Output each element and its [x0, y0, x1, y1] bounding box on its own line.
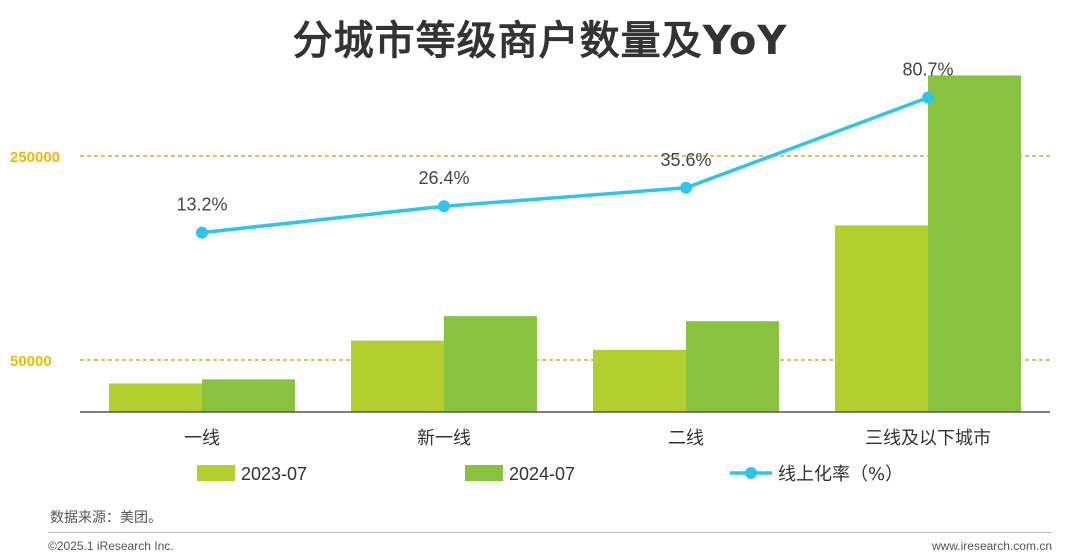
line-point [438, 200, 450, 213]
bar-2024-07-二线 [686, 321, 779, 412]
x-tick-label: 三线及以下城市 [865, 428, 991, 449]
legend-label: 2023-07 [241, 464, 307, 484]
x-tick-label: 二线 [668, 428, 704, 449]
website-url: www.iresearch.com.cn [931, 539, 1052, 553]
reference-label-50000: 50000 [10, 353, 52, 370]
line-data-label: 13.2% [176, 195, 227, 215]
legend-swatch-2024-07 [465, 465, 503, 481]
legend-swatch-2023-07 [197, 465, 235, 481]
bar-2024-07-新一线 [444, 316, 537, 412]
legend-label: 线上化率（%） [778, 464, 903, 485]
legend-label: 2024-07 [509, 464, 575, 484]
x-tick-label: 一线 [184, 428, 220, 449]
reference-label-250000: 250000 [10, 149, 60, 166]
copyright-text: ©2025.1 iResearch Inc. [48, 539, 174, 553]
footer-divider [48, 532, 1052, 533]
line-point [922, 91, 934, 104]
line-point [680, 181, 692, 194]
bar-2024-07-三线及以下城市 [928, 75, 1021, 413]
x-tick-label: 新一线 [417, 428, 471, 449]
bar-2023-07-二线 [593, 349, 686, 412]
data-source-note: 数据来源：美团。 [50, 510, 162, 526]
bar-2023-07-三线及以下城市 [835, 225, 928, 412]
bar-2024-07-一线 [202, 379, 295, 412]
bar-2023-07-一线 [109, 383, 202, 412]
line-data-label: 35.6% [660, 150, 711, 170]
line-data-label: 26.4% [418, 168, 469, 188]
line-series-path [201, 95, 929, 235]
legend-line-marker [745, 467, 757, 479]
bar-2023-07-新一线 [351, 340, 444, 412]
line-point [196, 226, 208, 239]
chart-title: 分城市等级商户数量及YoY [292, 18, 788, 64]
line-data-label: 80.7% [902, 60, 953, 80]
